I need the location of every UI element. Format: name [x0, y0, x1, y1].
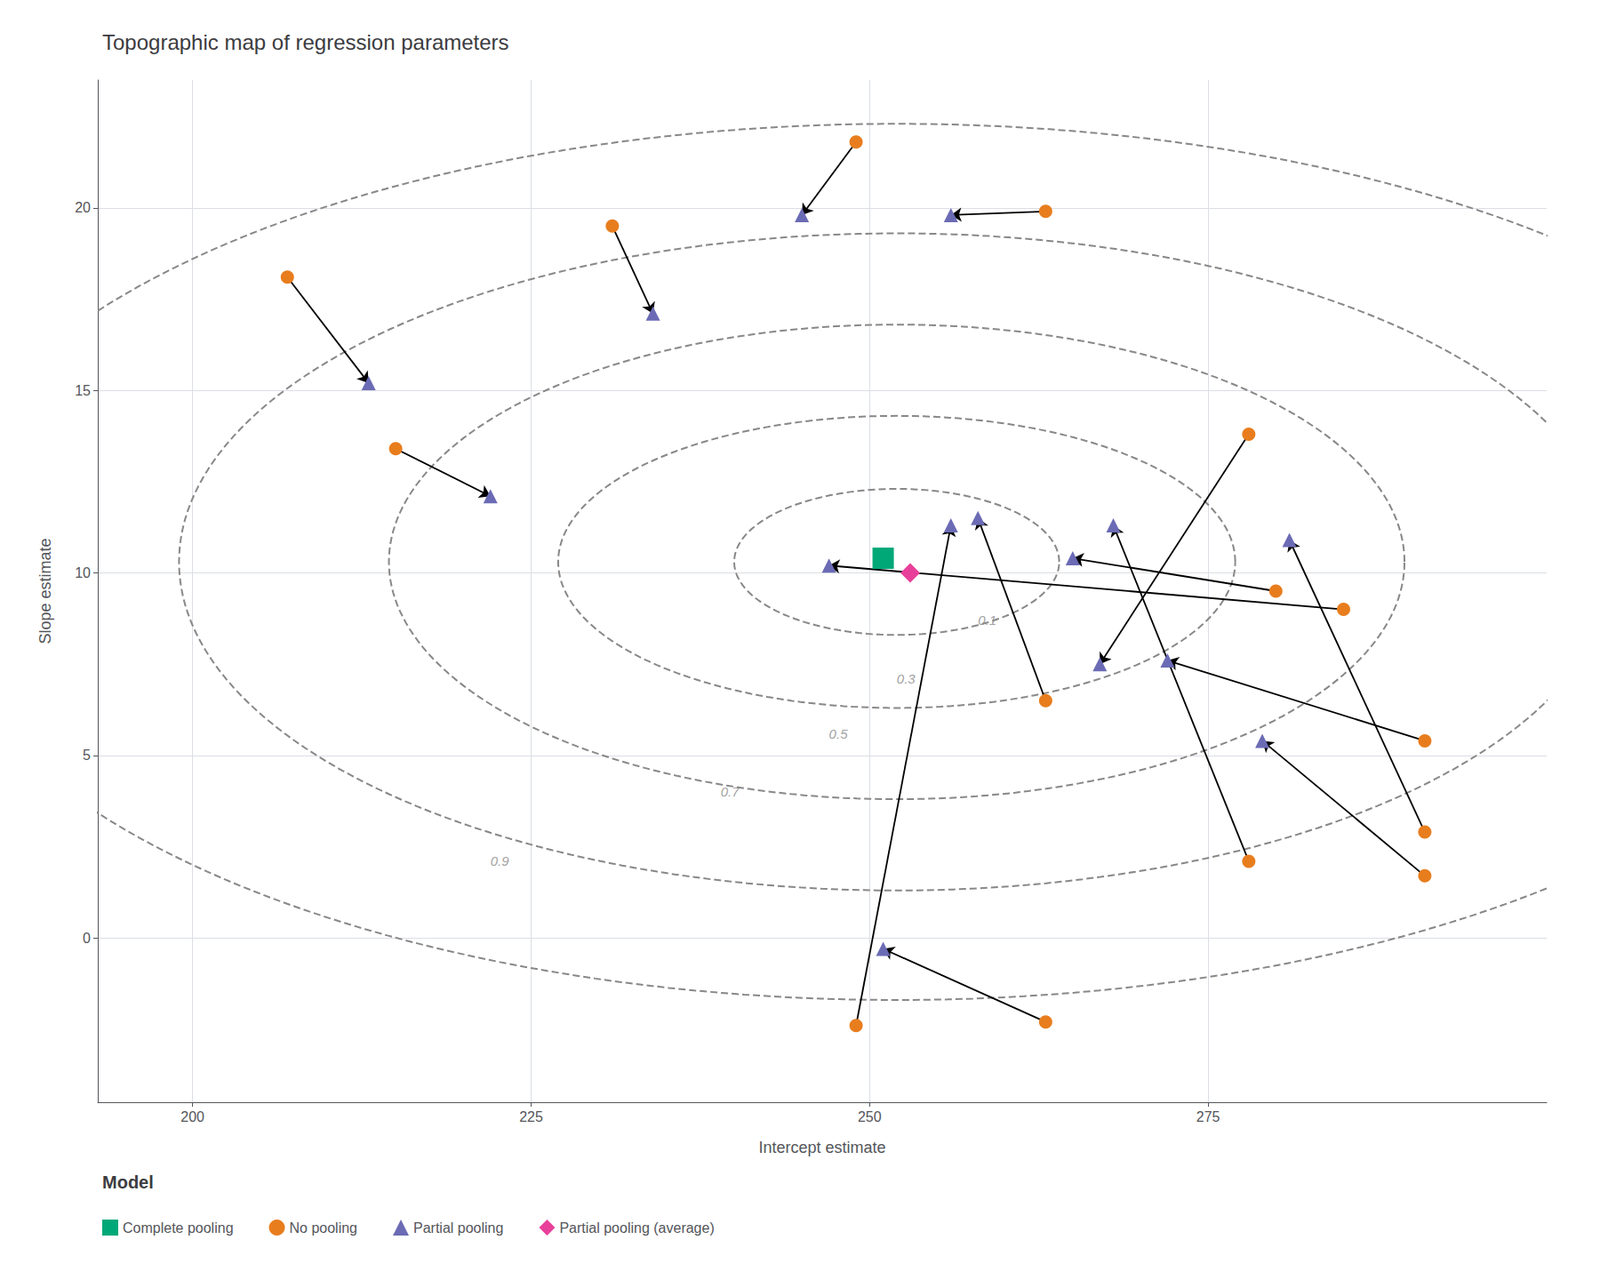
svg-text:Model: Model — [102, 1172, 154, 1192]
svg-text:15: 15 — [74, 383, 91, 399]
svg-text:275: 275 — [1196, 1109, 1221, 1125]
svg-text:Partial pooling (average): Partial pooling (average) — [559, 1220, 714, 1236]
svg-text:Topographic map of regression: Topographic map of regression parameters — [102, 30, 510, 55]
svg-text:Slope estimate: Slope estimate — [36, 537, 55, 644]
svg-text:0.5: 0.5 — [829, 726, 849, 742]
svg-text:Intercept estimate: Intercept estimate — [758, 1138, 886, 1157]
svg-text:0.3: 0.3 — [896, 671, 917, 687]
svg-text:20: 20 — [74, 200, 91, 216]
svg-text:200: 200 — [180, 1109, 205, 1125]
svg-text:0.1: 0.1 — [977, 612, 997, 628]
svg-text:Partial pooling: Partial pooling — [413, 1220, 504, 1236]
svg-text:0: 0 — [82, 930, 91, 946]
svg-text:10: 10 — [74, 565, 91, 581]
svg-text:5: 5 — [82, 747, 91, 763]
svg-text:Complete pooling: Complete pooling — [122, 1220, 234, 1236]
svg-text:0.7: 0.7 — [720, 784, 741, 800]
svg-text:225: 225 — [519, 1109, 544, 1125]
svg-text:No pooling: No pooling — [289, 1220, 359, 1236]
svg-text:250: 250 — [857, 1109, 882, 1125]
svg-text:0.9: 0.9 — [490, 853, 511, 869]
